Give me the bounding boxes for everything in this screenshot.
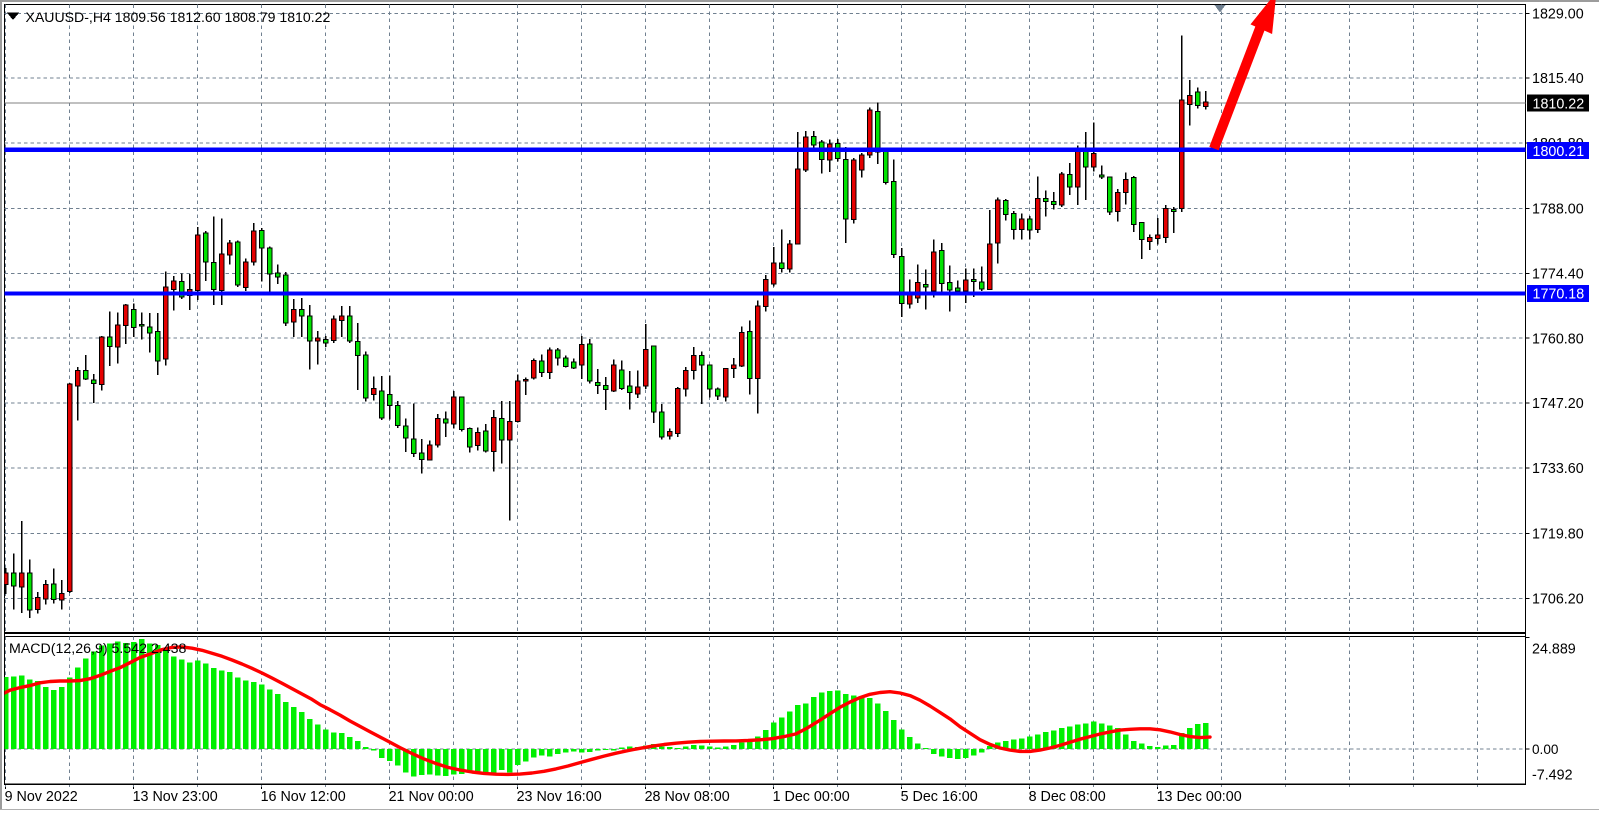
svg-text:1747.20: 1747.20 (1532, 396, 1584, 412)
svg-text:21 Nov 00:00: 21 Nov 00:00 (389, 789, 474, 805)
svg-text:23 Nov 16:00: 23 Nov 16:00 (517, 789, 602, 805)
svg-text:1800.21: 1800.21 (1533, 144, 1585, 160)
svg-text:1829.00: 1829.00 (1532, 6, 1584, 22)
svg-text:1 Dec 00:00: 1 Dec 00:00 (773, 789, 850, 805)
svg-text:8 Dec 08:00: 8 Dec 08:00 (1029, 789, 1106, 805)
svg-text:1706.20: 1706.20 (1532, 591, 1584, 607)
svg-text:5 Dec 16:00: 5 Dec 16:00 (901, 789, 978, 805)
svg-text:1719.80: 1719.80 (1532, 527, 1584, 543)
svg-text:1770.18: 1770.18 (1533, 287, 1585, 303)
svg-text:1815.40: 1815.40 (1532, 71, 1584, 87)
svg-text:1788.00: 1788.00 (1532, 202, 1584, 218)
svg-text:1760.80: 1760.80 (1532, 331, 1584, 347)
svg-text:16 Nov 12:00: 16 Nov 12:00 (261, 789, 346, 805)
svg-text:13 Nov 23:00: 13 Nov 23:00 (133, 789, 218, 805)
svg-text:XAUUSD-,H4 1809.56 1812.60 18: XAUUSD-,H4 1809.56 1812.60 1808.79 1810.… (26, 9, 331, 25)
svg-text:13 Dec 00:00: 13 Dec 00:00 (1157, 789, 1242, 805)
svg-text:24.889: 24.889 (1532, 641, 1576, 657)
svg-text:1774.40: 1774.40 (1532, 267, 1584, 283)
svg-text:-7.492: -7.492 (1532, 768, 1573, 784)
svg-text:28 Nov 08:00: 28 Nov 08:00 (645, 789, 730, 805)
svg-text:1810.22: 1810.22 (1533, 96, 1585, 112)
svg-text:1733.60: 1733.60 (1532, 461, 1584, 477)
svg-text:0.00: 0.00 (1532, 742, 1559, 757)
svg-text:9 Nov 2022: 9 Nov 2022 (5, 789, 78, 805)
svg-text:MACD(12,26,9) 5.542 2.438: MACD(12,26,9) 5.542 2.438 (9, 641, 187, 657)
